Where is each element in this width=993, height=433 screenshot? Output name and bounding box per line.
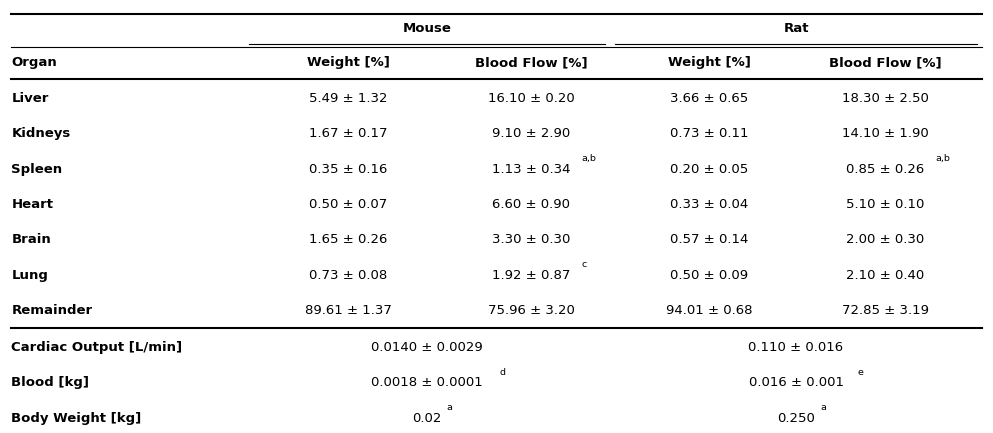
Text: 18.30 ± 2.50: 18.30 ± 2.50 bbox=[842, 92, 928, 105]
Text: 0.0018 ± 0.0001: 0.0018 ± 0.0001 bbox=[371, 377, 483, 390]
Text: 0.110 ± 0.016: 0.110 ± 0.016 bbox=[749, 341, 844, 354]
Text: 1.65 ± 0.26: 1.65 ± 0.26 bbox=[309, 233, 387, 246]
Text: 14.10 ± 1.90: 14.10 ± 1.90 bbox=[842, 127, 928, 140]
Text: 0.73 ± 0.11: 0.73 ± 0.11 bbox=[670, 127, 749, 140]
Text: d: d bbox=[499, 368, 505, 377]
Text: c: c bbox=[582, 260, 587, 269]
Text: 94.01 ± 0.68: 94.01 ± 0.68 bbox=[666, 304, 753, 317]
Text: 89.61 ± 1.37: 89.61 ± 1.37 bbox=[305, 304, 391, 317]
Text: 0.20 ± 0.05: 0.20 ± 0.05 bbox=[670, 163, 749, 176]
Text: 3.30 ± 0.30: 3.30 ± 0.30 bbox=[492, 233, 570, 246]
Text: 1.67 ± 0.17: 1.67 ± 0.17 bbox=[309, 127, 387, 140]
Text: 2.10 ± 0.40: 2.10 ± 0.40 bbox=[846, 268, 924, 281]
Text: 0.02: 0.02 bbox=[412, 412, 442, 425]
Text: 5.10 ± 0.10: 5.10 ± 0.10 bbox=[846, 198, 924, 211]
Text: 0.85 ± 0.26: 0.85 ± 0.26 bbox=[846, 163, 924, 176]
Text: 0.016 ± 0.001: 0.016 ± 0.001 bbox=[749, 377, 843, 390]
Text: e: e bbox=[857, 368, 863, 377]
Text: Blood [kg]: Blood [kg] bbox=[11, 377, 89, 390]
Text: 72.85 ± 3.19: 72.85 ± 3.19 bbox=[842, 304, 928, 317]
Text: a: a bbox=[446, 404, 452, 412]
Text: 0.73 ± 0.08: 0.73 ± 0.08 bbox=[309, 268, 387, 281]
Text: Rat: Rat bbox=[783, 23, 808, 36]
Text: Blood Flow [%]: Blood Flow [%] bbox=[829, 56, 941, 69]
Text: 1.92 ± 0.87: 1.92 ± 0.87 bbox=[492, 268, 570, 281]
Text: Mouse: Mouse bbox=[403, 23, 452, 36]
Text: a: a bbox=[820, 404, 826, 412]
Text: Organ: Organ bbox=[11, 56, 57, 69]
Text: 2.00 ± 0.30: 2.00 ± 0.30 bbox=[846, 233, 924, 246]
Text: 5.49 ± 1.32: 5.49 ± 1.32 bbox=[309, 92, 387, 105]
Text: Lung: Lung bbox=[11, 268, 49, 281]
Text: 1.13 ± 0.34: 1.13 ± 0.34 bbox=[492, 163, 570, 176]
Text: 16.10 ± 0.20: 16.10 ± 0.20 bbox=[488, 92, 575, 105]
Text: 3.66 ± 0.65: 3.66 ± 0.65 bbox=[670, 92, 749, 105]
Text: 0.33 ± 0.04: 0.33 ± 0.04 bbox=[670, 198, 749, 211]
Text: Liver: Liver bbox=[11, 92, 49, 105]
Text: 0.50 ± 0.09: 0.50 ± 0.09 bbox=[670, 268, 749, 281]
Text: 9.10 ± 2.90: 9.10 ± 2.90 bbox=[493, 127, 570, 140]
Text: Remainder: Remainder bbox=[11, 304, 92, 317]
Text: Heart: Heart bbox=[11, 198, 54, 211]
Text: Cardiac Output [L/min]: Cardiac Output [L/min] bbox=[11, 341, 183, 354]
Text: Brain: Brain bbox=[11, 233, 51, 246]
Text: 0.250: 0.250 bbox=[778, 412, 815, 425]
Text: Weight [%]: Weight [%] bbox=[668, 56, 751, 69]
Text: Kidneys: Kidneys bbox=[11, 127, 71, 140]
Text: Spleen: Spleen bbox=[11, 163, 63, 176]
Text: 6.60 ± 0.90: 6.60 ± 0.90 bbox=[493, 198, 570, 211]
Text: 0.0140 ± 0.0029: 0.0140 ± 0.0029 bbox=[371, 341, 483, 354]
Text: Body Weight [kg]: Body Weight [kg] bbox=[11, 412, 142, 425]
Text: a,b: a,b bbox=[935, 154, 950, 163]
Text: Weight [%]: Weight [%] bbox=[307, 56, 389, 69]
Text: a,b: a,b bbox=[582, 154, 597, 163]
Text: 0.57 ± 0.14: 0.57 ± 0.14 bbox=[670, 233, 749, 246]
Text: 0.50 ± 0.07: 0.50 ± 0.07 bbox=[309, 198, 387, 211]
Text: 75.96 ± 3.20: 75.96 ± 3.20 bbox=[488, 304, 575, 317]
Text: Blood Flow [%]: Blood Flow [%] bbox=[475, 56, 588, 69]
Text: 0.35 ± 0.16: 0.35 ± 0.16 bbox=[309, 163, 387, 176]
